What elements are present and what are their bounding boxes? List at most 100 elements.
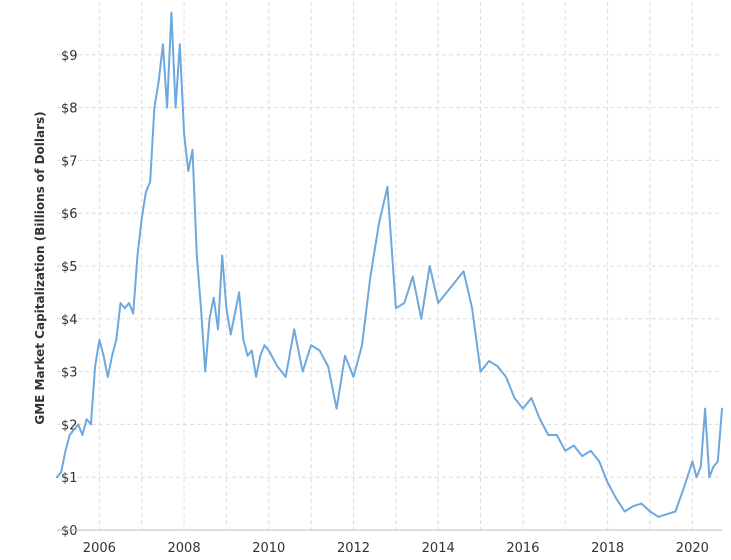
data-point bbox=[352, 376, 355, 378]
y-tick-label: $2 bbox=[61, 418, 78, 433]
data-point bbox=[123, 307, 126, 310]
data-point bbox=[162, 43, 164, 46]
data-point bbox=[310, 344, 312, 347]
data-point bbox=[157, 80, 160, 82]
data-point bbox=[73, 428, 75, 431]
data-point bbox=[98, 339, 101, 341]
data-point bbox=[293, 328, 295, 331]
x-tick-label: 2006 bbox=[83, 541, 116, 556]
y-axis-tick-labels: $0 $1 $2 $3 $4 $5 $6 $7 $8 $9 bbox=[61, 49, 78, 539]
data-point bbox=[704, 407, 706, 410]
data-point bbox=[255, 376, 257, 378]
data-point bbox=[267, 349, 270, 352]
data-point bbox=[242, 339, 245, 341]
data-point bbox=[191, 149, 194, 151]
y-tick-label: $9 bbox=[61, 49, 78, 64]
data-point bbox=[411, 275, 414, 278]
data-point bbox=[246, 354, 249, 357]
data-point bbox=[238, 291, 240, 294]
data-point bbox=[708, 476, 711, 479]
data-point bbox=[183, 133, 185, 135]
data-point bbox=[221, 254, 223, 257]
y-tick-label: $7 bbox=[61, 154, 78, 169]
data-point bbox=[102, 354, 105, 357]
x-tick-label: 2016 bbox=[506, 541, 539, 556]
data-point bbox=[369, 275, 372, 278]
data-point bbox=[195, 254, 198, 257]
data-point bbox=[174, 106, 177, 109]
y-tick-label: $6 bbox=[61, 207, 78, 222]
data-point bbox=[263, 344, 266, 347]
data-point bbox=[107, 376, 109, 378]
data-point bbox=[454, 281, 456, 283]
data-point bbox=[60, 471, 63, 473]
data-point bbox=[420, 318, 423, 320]
data-point bbox=[90, 423, 92, 426]
data-point bbox=[547, 434, 550, 436]
data-point bbox=[153, 106, 156, 109]
data-point bbox=[208, 318, 211, 320]
data-point bbox=[488, 360, 490, 362]
data-point bbox=[361, 344, 363, 347]
data-point bbox=[166, 106, 168, 109]
data-point bbox=[695, 476, 698, 479]
data-point bbox=[589, 450, 592, 452]
x-tick-label: 2008 bbox=[168, 541, 201, 556]
data-point bbox=[187, 170, 190, 172]
data-point bbox=[403, 302, 406, 304]
data-point bbox=[386, 186, 389, 188]
y-tick-label: $4 bbox=[61, 313, 78, 328]
data-point bbox=[276, 365, 279, 368]
data-point bbox=[513, 397, 516, 399]
data-point bbox=[284, 376, 287, 378]
data-point bbox=[666, 513, 668, 515]
data-point bbox=[572, 444, 575, 447]
data-point bbox=[225, 307, 228, 310]
x-tick-label: 2020 bbox=[676, 541, 709, 556]
data-point bbox=[437, 302, 440, 304]
y-gridlines bbox=[57, 54, 722, 478]
data-point bbox=[721, 407, 723, 410]
data-point bbox=[204, 370, 207, 373]
data-point bbox=[81, 434, 84, 436]
data-point bbox=[259, 354, 262, 357]
series-group bbox=[56, 11, 723, 518]
x-tick-label: 2010 bbox=[252, 541, 285, 556]
y-tick-label: $1 bbox=[61, 471, 78, 486]
y-tick-label: $5 bbox=[61, 260, 78, 275]
series-line bbox=[56, 11, 723, 518]
data-point bbox=[395, 307, 397, 310]
y-tick-label: $3 bbox=[61, 366, 78, 381]
data-point bbox=[496, 365, 499, 368]
data-point bbox=[145, 191, 147, 193]
data-point bbox=[556, 434, 558, 436]
data-point bbox=[170, 11, 173, 14]
data-point bbox=[119, 302, 122, 304]
data-point bbox=[632, 505, 634, 508]
data-point bbox=[716, 460, 719, 463]
x-axis-tick-labels: 2006 2008 2010 2012 2014 2016 2018 2020 bbox=[83, 541, 709, 556]
data-point bbox=[234, 312, 236, 315]
y-tick-label: $0 bbox=[61, 524, 78, 539]
y-tick-label: $8 bbox=[61, 102, 78, 117]
data-point bbox=[581, 455, 584, 457]
data-point bbox=[428, 265, 431, 267]
data-point bbox=[327, 365, 329, 368]
data-point bbox=[115, 339, 118, 341]
x-tick-label: 2014 bbox=[422, 541, 455, 556]
data-point bbox=[136, 254, 139, 257]
data-point bbox=[212, 296, 215, 299]
data-point bbox=[530, 397, 533, 399]
data-point bbox=[56, 476, 58, 479]
data-point bbox=[111, 354, 113, 357]
y-axis-title: GME Market Capitalization (Billions of D… bbox=[33, 111, 47, 424]
data-point bbox=[217, 328, 219, 331]
data-point bbox=[445, 291, 448, 294]
data-point bbox=[700, 465, 702, 468]
data-point bbox=[128, 302, 130, 304]
data-point bbox=[505, 376, 507, 378]
data-point bbox=[344, 354, 346, 357]
data-point bbox=[640, 502, 643, 505]
